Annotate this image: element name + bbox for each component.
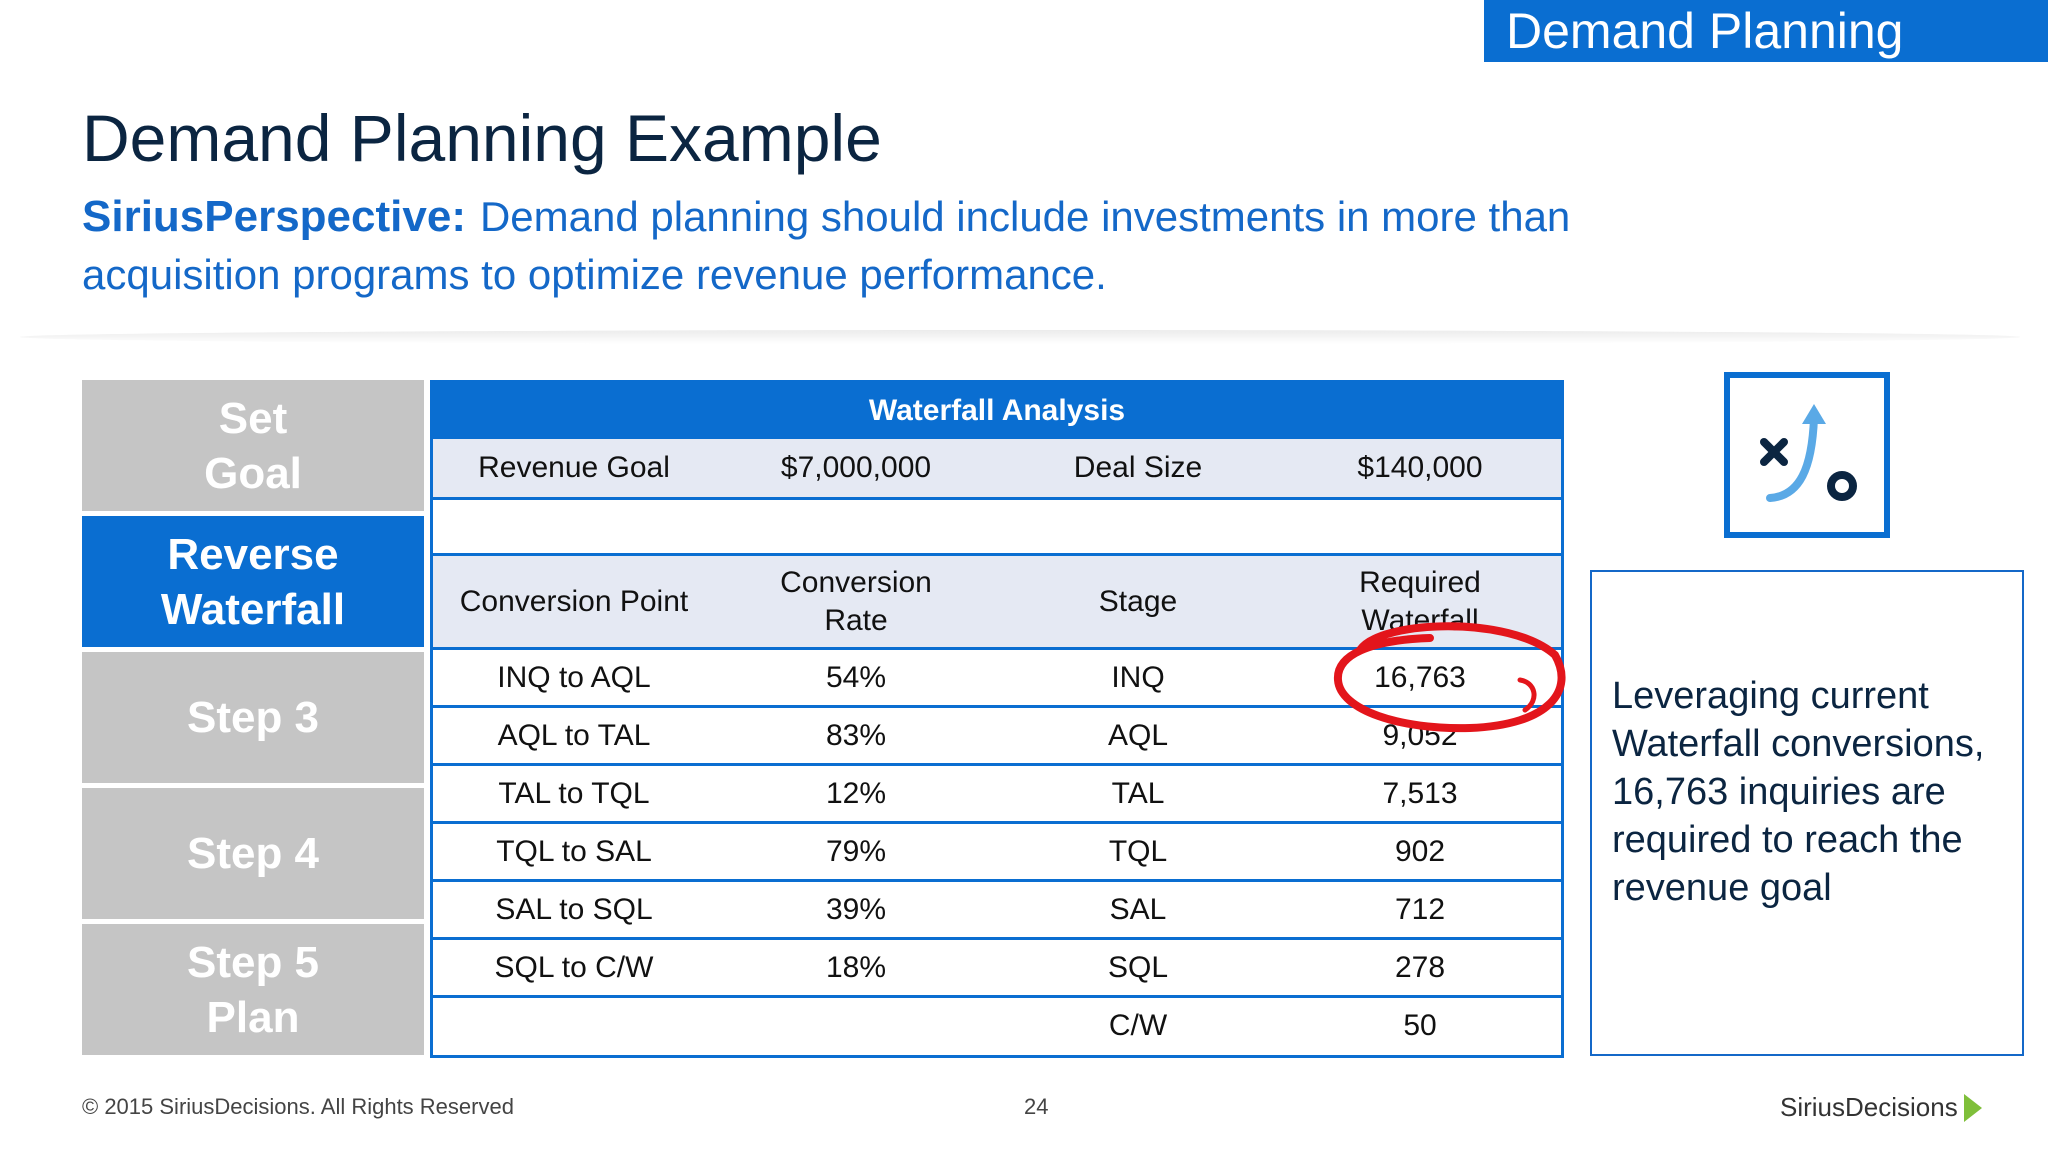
step-3: Step 3 — [82, 652, 424, 783]
col-stage: Stage — [1098, 584, 1178, 618]
conversion-point: AQL to TAL — [497, 718, 651, 752]
table-row: INQ to AQL 54% INQ 16,763 — [433, 647, 1561, 705]
stage: AQL — [1107, 718, 1169, 752]
conversion-rate: 18% — [825, 950, 887, 984]
col-required-waterfall: Required Waterfall — [1359, 565, 1481, 637]
stage: C/W — [1108, 1008, 1168, 1042]
conversion-point — [433, 998, 715, 1053]
waterfall-table: Waterfall Analysis Revenue Goal $7,000,0… — [430, 380, 1564, 1058]
goal-row: Revenue Goal $7,000,000 Deal Size $140,0… — [433, 439, 1561, 497]
stage: INQ — [1111, 660, 1165, 694]
goal-label: Revenue Goal — [478, 451, 670, 484]
table-row: AQL to TAL 83% AQL 9,052 — [433, 705, 1561, 763]
step-reverse-waterfall: Reverse Waterfall — [82, 516, 424, 647]
divider-shadow — [20, 330, 2020, 344]
conversion-rate — [715, 998, 997, 1053]
step-4: Step 4 — [82, 788, 424, 919]
deal-size-value: $140,000 — [1357, 451, 1483, 484]
stage: SAL — [1109, 892, 1167, 926]
process-steps: Set Goal Reverse Waterfall Step 3 Step 4… — [82, 380, 424, 1060]
conversion-rate: 12% — [825, 776, 887, 810]
stage: TAL — [1111, 776, 1165, 810]
sirius-perspective: SiriusPerspective: Demand planning should… — [82, 188, 1722, 304]
step-set-goal: Set Goal — [82, 380, 424, 511]
required-waterfall: 278 — [1394, 950, 1446, 984]
conversion-rate: 39% — [825, 892, 887, 926]
logo-text: SiriusDecisions — [1780, 1092, 1958, 1122]
footer-copyright: © 2015 SiriusDecisions. All Rights Reser… — [82, 1094, 514, 1119]
perspective-text: Demand planning should include investmen… — [82, 193, 1571, 298]
chevron-right-icon — [1963, 1093, 1982, 1122]
conversion-rate: 83% — [825, 718, 887, 752]
table-row: SAL to SQL 39% SAL 712 — [433, 879, 1561, 937]
slide-title: Demand Planning Example — [82, 101, 882, 175]
required-waterfall: 50 — [1403, 1008, 1437, 1042]
conversion-point: TAL to TQL — [498, 776, 650, 810]
waterfall-title: Waterfall Analysis — [433, 383, 1561, 439]
column-header-row: Conversion Point Conversion Rate Stage R… — [433, 553, 1561, 647]
perspective-label: SiriusPerspective: — [82, 192, 466, 241]
step-5-plan: Step 5 Plan — [82, 924, 424, 1055]
table-row: TQL to SAL 79% TQL 902 — [433, 821, 1561, 879]
col-conversion-rate: Conversion Rate — [780, 565, 932, 637]
required-waterfall: 7,513 — [1382, 776, 1458, 810]
required-waterfall: 902 — [1394, 834, 1446, 868]
conversion-point: SQL to C/W — [494, 950, 654, 984]
insight-note: Leveraging current Waterfall conversions… — [1590, 570, 2024, 1056]
required-waterfall: 16,763 — [1374, 660, 1466, 694]
table-row: C/W 50 — [433, 995, 1561, 1053]
stage: SQL — [1107, 950, 1169, 984]
strategy-play-icon — [1724, 372, 1890, 538]
table-row: SQL to C/W 18% SQL 278 — [433, 937, 1561, 995]
conversion-rate: 79% — [825, 834, 887, 868]
deal-size-label: Deal Size — [1073, 451, 1203, 484]
conversion-point: TQL to SAL — [496, 834, 652, 868]
siriusdecisions-logo: SiriusDecisions — [1780, 1092, 1982, 1123]
goal-value: $7,000,000 — [780, 451, 932, 484]
section-tag: Demand Planning — [1484, 0, 2048, 62]
page-number: 24 — [1024, 1094, 1049, 1119]
spacer-row — [433, 497, 1561, 553]
table-row: TAL to TQL 12% TAL 7,513 — [433, 763, 1561, 821]
col-conversion-point: Conversion Point — [459, 584, 689, 618]
conversion-point: SAL to SQL — [495, 892, 653, 926]
required-waterfall: 9,052 — [1382, 718, 1458, 752]
conversion-rate: 54% — [825, 660, 887, 694]
stage: TQL — [1108, 834, 1168, 868]
conversion-point: INQ to AQL — [497, 660, 651, 694]
required-waterfall: 712 — [1394, 892, 1446, 926]
